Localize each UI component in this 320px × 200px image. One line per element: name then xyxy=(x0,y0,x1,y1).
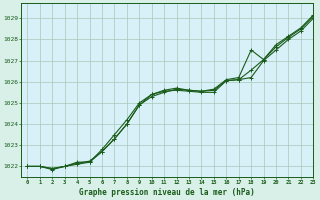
X-axis label: Graphe pression niveau de la mer (hPa): Graphe pression niveau de la mer (hPa) xyxy=(79,188,255,197)
